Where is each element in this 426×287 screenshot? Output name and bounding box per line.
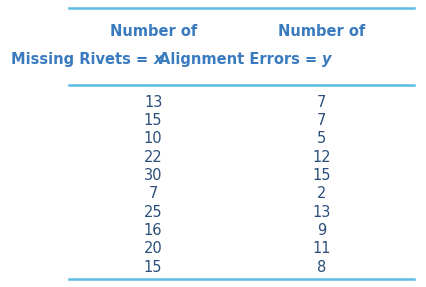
Text: 12: 12 <box>313 150 331 165</box>
Text: 20: 20 <box>144 241 163 256</box>
Text: 11: 11 <box>313 241 331 256</box>
Text: 15: 15 <box>144 113 162 128</box>
Text: 22: 22 <box>144 150 163 165</box>
Text: 15: 15 <box>144 260 162 275</box>
Text: Number of: Number of <box>109 24 197 39</box>
Text: 2: 2 <box>317 186 327 201</box>
Text: 7: 7 <box>317 95 327 110</box>
Text: 8: 8 <box>317 260 326 275</box>
Text: 5: 5 <box>317 131 326 146</box>
Text: 7: 7 <box>149 186 158 201</box>
Text: x: x <box>153 52 163 67</box>
Text: 30: 30 <box>144 168 162 183</box>
Text: 13: 13 <box>144 95 162 110</box>
Text: 13: 13 <box>313 205 331 220</box>
Text: Number of: Number of <box>278 24 366 39</box>
Text: y: y <box>322 52 331 67</box>
Text: Alignment Errors =: Alignment Errors = <box>158 52 322 67</box>
Text: 16: 16 <box>144 223 162 238</box>
Text: 9: 9 <box>317 223 326 238</box>
Text: 15: 15 <box>313 168 331 183</box>
Text: Missing Rivets =: Missing Rivets = <box>11 52 153 67</box>
Text: 7: 7 <box>317 113 327 128</box>
Text: 10: 10 <box>144 131 162 146</box>
Text: 25: 25 <box>144 205 162 220</box>
